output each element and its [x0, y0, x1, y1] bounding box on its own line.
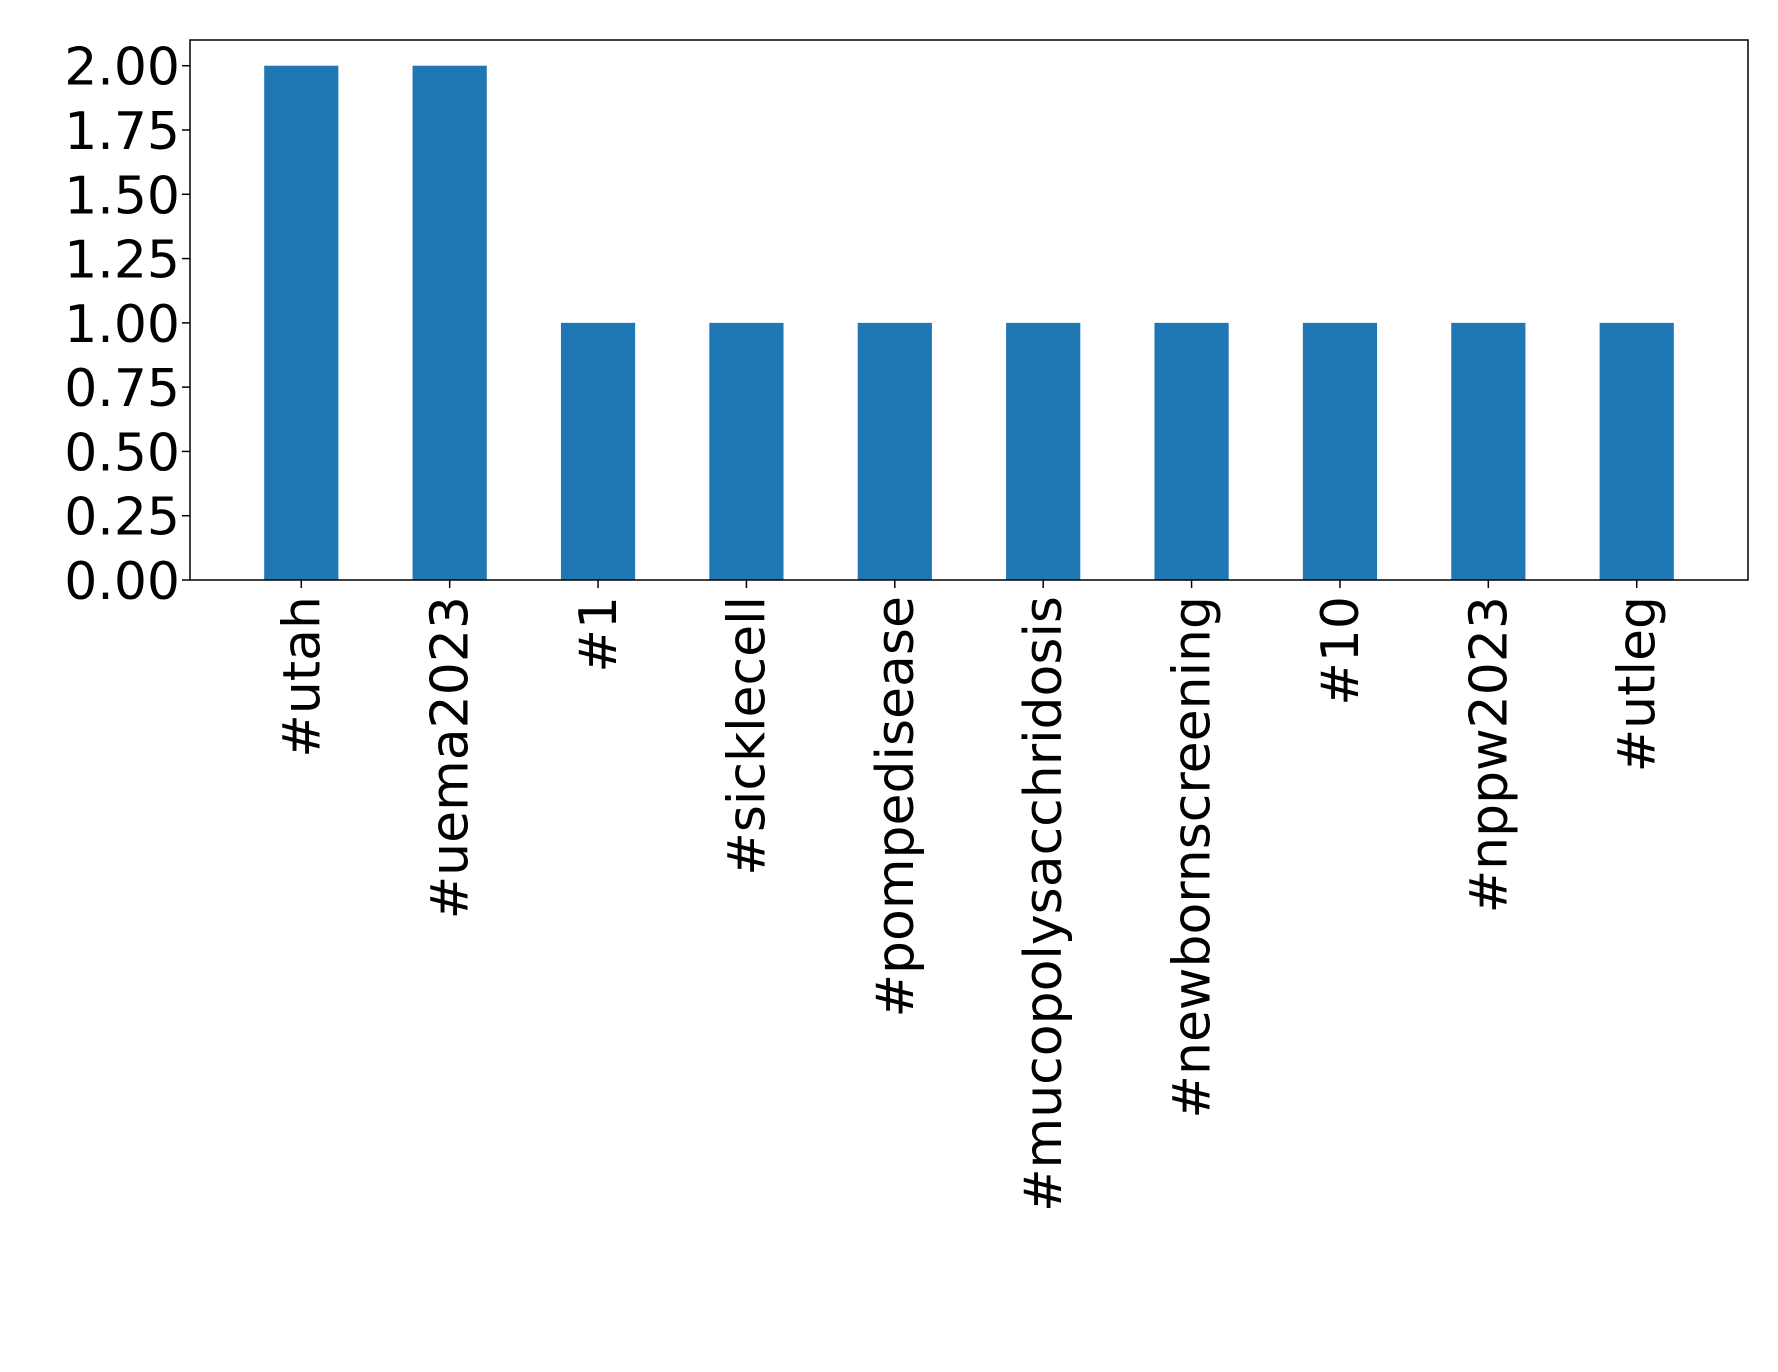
bar-1 [560, 322, 636, 580]
x-axis: #utah #uema2023 #1 #sicklecell #pompedisease… [272, 580, 1668, 1212]
y-tick-label: 1.00 [64, 295, 180, 355]
bar-mucopolysacchridosis [1006, 322, 1081, 580]
y-tick-label: 0.25 [64, 488, 180, 548]
bar-utleg [1599, 322, 1674, 580]
y-tick-label: 2.00 [64, 38, 180, 98]
x-tick-label: #utah [272, 596, 332, 758]
bar-nppw2023 [1451, 322, 1526, 580]
bar-uema2023 [412, 65, 487, 580]
y-tick-label: 1.25 [64, 231, 180, 291]
bar-10 [1302, 322, 1378, 580]
y-tick-label: 0.50 [64, 423, 180, 483]
x-tick-label: #10 [1311, 596, 1371, 706]
bar-newbornscreening [1154, 322, 1229, 580]
x-tick-label: #pompedisease [866, 596, 926, 1018]
y-axis: 0.000.250.500.751.001.251.501.752.00 [64, 38, 190, 612]
x-tick-label: #nppw2023 [1459, 596, 1519, 913]
bar-sicklecell [709, 322, 784, 580]
x-tick-label: #mucopolysacchridosis [1014, 596, 1074, 1212]
y-tick-label: 1.75 [64, 102, 180, 162]
bar-pompedisease [857, 322, 932, 580]
y-tick-label: 0.00 [64, 552, 180, 612]
bars-layer [264, 65, 1674, 580]
x-tick-label: #sicklecell [717, 596, 777, 876]
x-tick-label: #1 [569, 596, 629, 673]
plot-frame [189, 39, 1749, 581]
x-tick-label: #utleg [1608, 596, 1668, 772]
y-tick-label: 1.50 [64, 166, 180, 226]
x-tick-label: #newbornscreening [1163, 596, 1223, 1119]
x-tick-label: #uema2023 [421, 596, 481, 919]
y-tick-label: 0.75 [64, 359, 180, 419]
bar-utah [264, 65, 339, 580]
